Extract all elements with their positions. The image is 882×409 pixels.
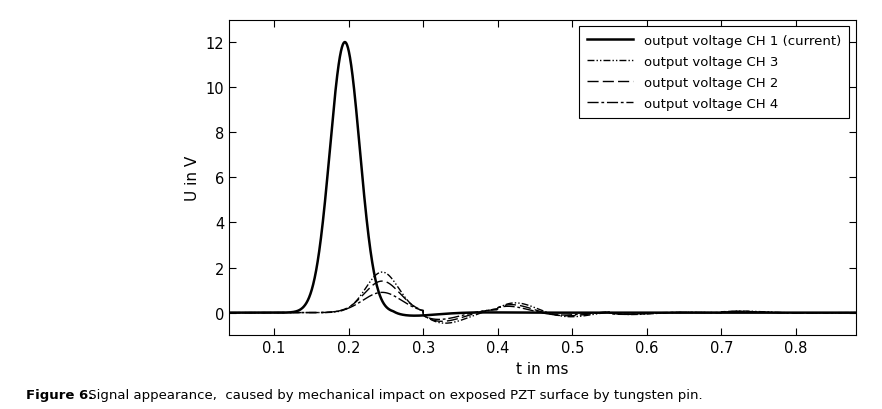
output voltage CH 2: [316, 310, 326, 315]
output voltage CH 1 (current): [451, 311, 461, 316]
output voltage CH 1 (current): [631, 310, 641, 315]
Line: output voltage CH 1 (current): output voltage CH 1 (current): [199, 43, 871, 316]
Line: output voltage CH 2: output voltage CH 2: [199, 281, 871, 321]
output voltage CH 3: [865, 310, 876, 315]
output voltage CH 3: [316, 310, 326, 315]
output voltage CH 2: [746, 309, 757, 314]
X-axis label: t in ms: t in ms: [516, 361, 569, 376]
output voltage CH 4: [316, 310, 326, 315]
output voltage CH 3: [451, 319, 461, 324]
Line: output voltage CH 3: output voltage CH 3: [199, 272, 871, 324]
output voltage CH 3: [631, 312, 641, 317]
output voltage CH 1 (current): [194, 310, 205, 315]
output voltage CH 4: [746, 310, 757, 315]
output voltage CH 1 (current): [746, 310, 757, 315]
output voltage CH 4: [451, 315, 461, 319]
output voltage CH 3: [695, 310, 706, 315]
output voltage CH 4: [865, 310, 876, 315]
output voltage CH 3: [440, 321, 451, 326]
output voltage CH 1 (current): [340, 40, 350, 45]
output voltage CH 3: [194, 310, 205, 315]
output voltage CH 2: [437, 319, 447, 324]
output voltage CH 2: [597, 310, 608, 315]
Y-axis label: U in V: U in V: [185, 155, 200, 200]
output voltage CH 2: [377, 279, 387, 284]
output voltage CH 2: [194, 310, 205, 315]
output voltage CH 4: [695, 310, 706, 315]
Line: output voltage CH 4: output voltage CH 4: [199, 293, 871, 319]
output voltage CH 2: [451, 317, 461, 322]
output voltage CH 3: [597, 311, 608, 316]
output voltage CH 2: [695, 310, 706, 315]
Legend: output voltage CH 1 (current), output voltage CH 3, output voltage CH 2, output : output voltage CH 1 (current), output vo…: [579, 27, 849, 118]
Text: Figure 6.: Figure 6.: [26, 388, 93, 401]
output voltage CH 4: [377, 290, 387, 295]
output voltage CH 4: [194, 310, 205, 315]
output voltage CH 4: [434, 317, 445, 322]
output voltage CH 1 (current): [695, 310, 706, 315]
output voltage CH 4: [597, 310, 608, 315]
output voltage CH 4: [631, 312, 641, 317]
output voltage CH 3: [377, 270, 387, 275]
output voltage CH 1 (current): [865, 310, 876, 315]
output voltage CH 1 (current): [409, 313, 420, 318]
output voltage CH 2: [631, 312, 641, 317]
output voltage CH 3: [746, 309, 757, 314]
Text: Signal appearance,  caused by mechanical impact on exposed PZT surface by tungst: Signal appearance, caused by mechanical …: [84, 388, 702, 401]
output voltage CH 1 (current): [316, 232, 326, 237]
output voltage CH 1 (current): [597, 310, 608, 315]
output voltage CH 2: [865, 310, 876, 315]
